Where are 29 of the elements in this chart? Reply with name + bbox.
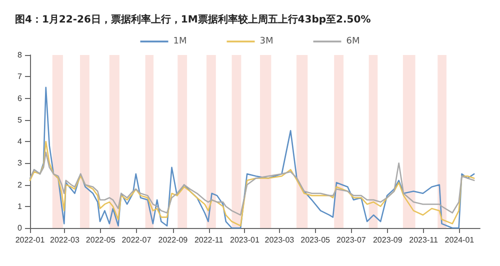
x-tick-label: 2023-11 [409, 236, 438, 244]
y-tick-label: 4 [18, 137, 23, 146]
y-tick-label: 6 [18, 94, 23, 103]
y-tick-label: 5 [18, 115, 23, 124]
y-tick-label: 2 [18, 180, 23, 190]
legend-label: 1M [173, 36, 187, 46]
x-tick-label: 2024-01 [444, 236, 475, 244]
x-tick-label: 2022-07 [122, 236, 152, 244]
x-tick-label: 2022-09 [158, 236, 188, 244]
x-tick-label: 2023-03 [264, 236, 295, 244]
x-tick-label: 2023-05 [300, 236, 331, 244]
y-tick-label: 0 [18, 224, 23, 232]
x-tick-label: 2023-09 [372, 236, 403, 244]
legend-label: 3M [260, 36, 274, 46]
x-tick-label: 2023-01 [230, 236, 260, 244]
x-tick-label: 2022-11 [194, 236, 224, 244]
y-tick-label: 3 [18, 158, 23, 168]
x-tick-label: 2022-01 [15, 236, 46, 244]
x-tick-label: 2023-07 [336, 236, 366, 244]
chart-title: 图4：1月22-26日，票据利率上行，1M票据利率较上周五上行43bp至2.50% [15, 14, 371, 26]
x-tick-label: 2022-03 [50, 236, 80, 244]
legend-label: 6M [346, 36, 360, 46]
line-series [29, 86, 475, 229]
line-series [29, 152, 475, 216]
y-tick-label: 1 [18, 202, 23, 211]
x-tick-label: 2022-05 [86, 236, 116, 244]
y-tick-label: 7 [18, 72, 23, 82]
line-series [29, 140, 475, 226]
y-tick-label: 8 [18, 50, 23, 60]
